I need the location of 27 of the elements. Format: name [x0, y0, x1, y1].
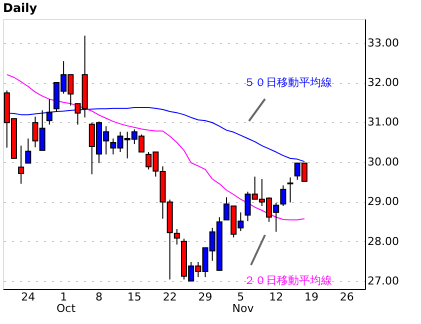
- x-tick-label: 12: [269, 290, 284, 304]
- y-tick-label: 32.00: [368, 76, 399, 90]
- x-tick-label: 22: [162, 290, 177, 304]
- x-tick-label: 26: [340, 290, 354, 304]
- y-tick-label: 28.00: [368, 234, 399, 248]
- candlestick: [18, 145, 24, 184]
- x-tick-label: 1: [60, 290, 68, 304]
- y-tick-label: 30.00: [368, 155, 399, 168]
- y-tick-label: 33.00: [368, 36, 399, 50]
- chart-title: Daily: [3, 1, 38, 15]
- text: Oct: [56, 302, 76, 315]
- text: ５０日移動平均線: [244, 76, 332, 89]
- candlestick: [280, 184, 286, 207]
- candlestick: [174, 228, 180, 246]
- y-tick-label: 27.00: [368, 274, 399, 288]
- candlestick: [25, 138, 32, 164]
- x-tick-label: 19: [304, 290, 319, 304]
- x-tick-label: 15: [127, 290, 142, 304]
- candlestick: [287, 176, 294, 203]
- x-tick-label: 5: [237, 290, 244, 304]
- x-tick-label: 29: [198, 290, 212, 304]
- text: ２０日移動平均線: [244, 274, 332, 287]
- x-tick-label: 24: [21, 290, 36, 304]
- text: Nov: [232, 302, 254, 315]
- y-tick-label: 31.00: [368, 116, 399, 129]
- x-tick-label: 8: [95, 290, 102, 304]
- y-tick-label: 29.00: [368, 195, 399, 208]
